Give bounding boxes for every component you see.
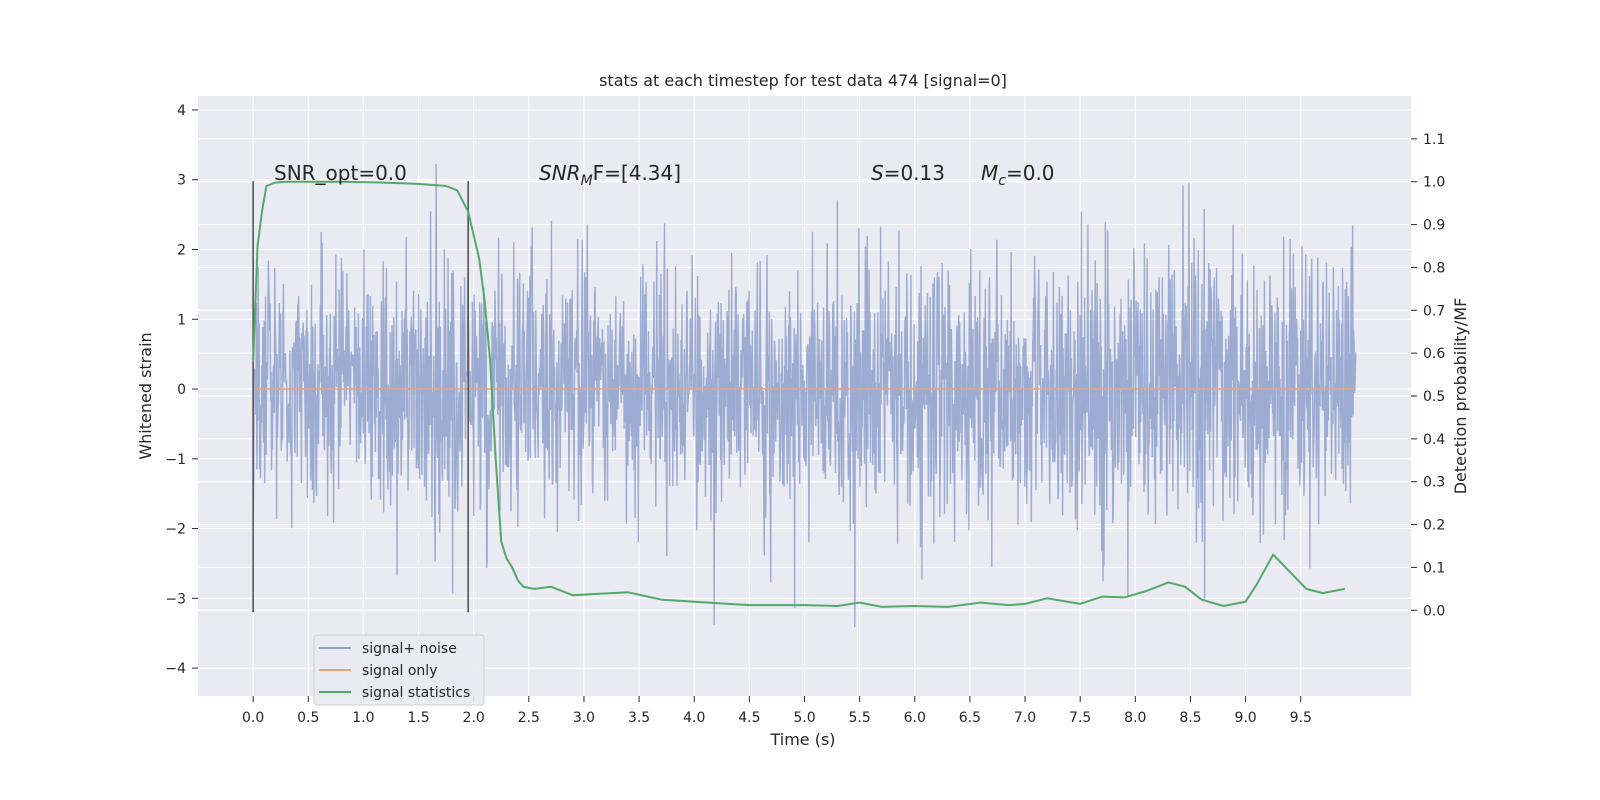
x-tick-label: 0.0: [242, 710, 264, 726]
annotation-s: S=0.13: [871, 161, 945, 185]
y2-tick-label: 0.3: [1423, 475, 1445, 491]
noise-line: [252, 163, 1357, 627]
x-tick-label: 4.0: [683, 710, 705, 726]
vertical-markers: [252, 181, 469, 613]
statistics-line: [252, 180, 1346, 608]
y-tick-label: −3: [165, 591, 186, 607]
x-tick-label: 4.5: [738, 710, 760, 726]
y-tick-label: −2: [165, 522, 186, 538]
annotation-mc: Mc=0.0: [981, 161, 1055, 189]
x-tick-label: 6.5: [959, 710, 981, 726]
y-tick-label: 4: [177, 103, 186, 119]
y-tick-label: 3: [177, 173, 186, 189]
x-tick-label: 3.0: [573, 710, 595, 726]
legend-label-signal: signal only: [362, 663, 437, 679]
x-tick-label: 9.0: [1234, 710, 1256, 726]
x-tick-label: 9.5: [1290, 710, 1312, 726]
mc-value: =0.0: [1006, 161, 1055, 185]
x-tick-label: 0.5: [297, 710, 319, 726]
x-tick-label: 6.0: [904, 710, 926, 726]
chart-title: stats at each timestep for test data 474…: [599, 71, 1007, 90]
x-tick-label: 1.0: [352, 710, 374, 726]
y-tick-label: 1: [177, 312, 186, 328]
snr-mf-value: F=[4.34]: [593, 161, 681, 185]
x-tick-label: 2.5: [518, 710, 540, 726]
x-tick-label: 8.5: [1179, 710, 1201, 726]
y-tick-label: −4: [165, 661, 186, 677]
mc-subscript: c: [998, 173, 1006, 189]
s-value: =0.13: [884, 161, 945, 185]
y2-tick-label: 1.1: [1423, 132, 1445, 148]
x-tick-label: 7.0: [1014, 710, 1036, 726]
legend-label-noise: signal+ noise: [362, 641, 457, 657]
y2-tick-label: 0.2: [1423, 518, 1445, 534]
snr-mf-subscript: M: [581, 173, 593, 189]
y2-tick-label: 0.7: [1423, 303, 1445, 319]
x-tick-label: 8.0: [1124, 710, 1146, 726]
y2-tick-label: 0.1: [1423, 560, 1445, 576]
y-axis-label: Whitened strain: [136, 332, 155, 459]
legend: signal+ noise signal only signal statist…: [313, 634, 485, 706]
y2-tick-label: 0.5: [1423, 389, 1445, 405]
x-tick-label: 2.0: [463, 710, 485, 726]
y-tick-label: −1: [165, 452, 186, 468]
statistics-series: [252, 180, 1346, 608]
x-tick-label: 5.5: [849, 710, 871, 726]
y2-tick-label: 0.9: [1423, 218, 1445, 234]
s-symbol: S: [871, 161, 884, 185]
axis-ticks: 0.0 0.5 1.0 1.5 2.0 2.5 3.0 3.5 4.0 4.5 5.0 5.5 6.0 6…: [165, 103, 1445, 726]
legend-label-stats: signal statistics: [362, 685, 470, 701]
y2-axis-label: Detection probability/MF: [1451, 298, 1470, 495]
x-tick-label: 7.5: [1069, 710, 1091, 726]
y2-tick-label: 0.0: [1423, 603, 1445, 619]
y-tick-label: 2: [177, 242, 186, 258]
legend-box: [313, 634, 485, 706]
x-tick-label: 1.5: [407, 710, 429, 726]
x-tick-label: 5.0: [793, 710, 815, 726]
annotation-snr-opt: SNR_opt=0.0: [274, 161, 407, 185]
y-tick-label: 0: [177, 382, 186, 398]
y2-tick-label: 0.6: [1423, 346, 1445, 362]
y2-tick-label: 0.4: [1423, 432, 1445, 448]
mc-symbol: M: [981, 161, 998, 185]
snr-mf-symbol: SNR: [539, 161, 581, 185]
x-tick-label: 3.5: [628, 710, 650, 726]
y2-tick-label: 1.0: [1423, 175, 1445, 191]
annotation-snr-mf: SNRMF=[4.34]: [539, 161, 681, 189]
noise-series: [252, 163, 1357, 627]
x-axis-label: Time (s): [769, 730, 835, 749]
y2-tick-label: 0.8: [1423, 260, 1445, 276]
